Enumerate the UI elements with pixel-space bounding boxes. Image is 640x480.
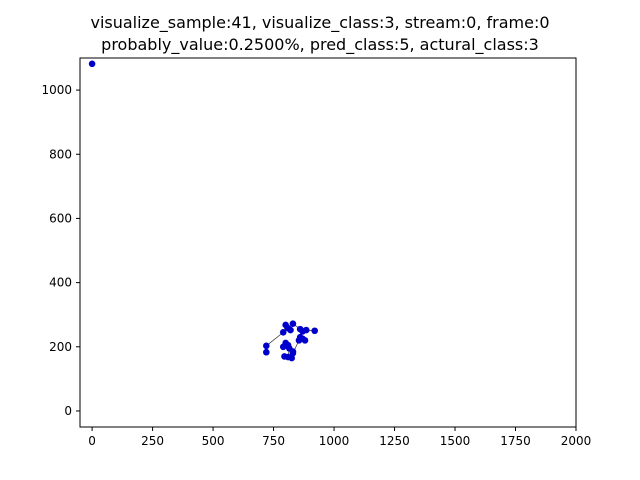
y-tick-label: 600	[49, 211, 72, 225]
x-tick-label: 500	[202, 434, 225, 448]
y-axis: 0 200 400 600 800 1000	[41, 83, 80, 418]
data-point	[279, 343, 287, 351]
plot-frame	[79, 57, 577, 428]
y-tick-label: 0	[64, 404, 72, 418]
data-point	[279, 329, 287, 336]
data-point	[302, 326, 310, 334]
skeleton-edge	[266, 332, 284, 347]
data-point	[88, 60, 96, 68]
data-point	[281, 353, 288, 360]
data-point	[263, 342, 270, 350]
x-axis: 0 250 500 750 1000 1250 1500 1750 2000	[88, 427, 591, 448]
x-tick-label: 1750	[500, 434, 531, 448]
data-point	[287, 326, 294, 334]
data-point	[295, 337, 303, 344]
data-point	[289, 320, 297, 327]
y-tick-label: 1000	[41, 83, 72, 97]
x-tick-label: 1000	[319, 434, 350, 448]
y-tick-label: 200	[49, 340, 72, 354]
data-point	[311, 327, 318, 335]
x-tick-label: 1500	[440, 434, 471, 448]
x-tick-label: 2000	[561, 434, 592, 448]
data-point	[301, 337, 309, 344]
x-tick-label: 0	[88, 434, 96, 448]
joint-points	[88, 60, 318, 362]
x-tick-label: 250	[141, 434, 164, 448]
plot-area	[80, 58, 576, 427]
x-tick-label: 1250	[379, 434, 410, 448]
data-point	[288, 354, 296, 362]
data-point	[263, 348, 270, 356]
chart-title-line-2: probably_value:0.2500%, pred_class:5, ac…	[101, 35, 539, 55]
y-tick-label: 800	[49, 147, 72, 161]
x-tick-label: 750	[262, 434, 285, 448]
chart-title-line-1: visualize_sample:41, visualize_class:3, …	[90, 13, 549, 33]
y-tick-label: 400	[49, 276, 72, 290]
